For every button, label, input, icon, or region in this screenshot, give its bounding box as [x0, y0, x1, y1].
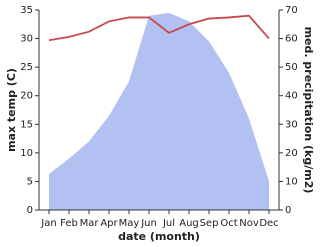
y2-tick-label: 20	[285, 148, 298, 159]
y-axis-title: max temp (C)	[5, 68, 18, 152]
y2-tick-label: 40	[285, 91, 298, 102]
x-tick-label: Jan	[40, 218, 56, 229]
y-tick-label: 0	[27, 205, 33, 216]
temperature-line	[48, 14, 270, 42]
x-tick-label: Oct	[220, 218, 237, 229]
x-tick-label: Jul	[162, 218, 175, 229]
x-tick-label: Sep	[200, 218, 219, 229]
y-tick-label: 25	[20, 62, 33, 73]
y2-tick-label: 50	[285, 62, 298, 73]
y-tick-label: 10	[20, 148, 33, 159]
x-tick-label: Apr	[100, 218, 118, 229]
x-tick-label: Aug	[179, 218, 199, 229]
y2-tick-label: 60	[285, 34, 298, 45]
y2-axis-title: med. precipitation (kg/m2)	[302, 27, 315, 194]
y-tick-label: 20	[20, 91, 33, 102]
y-tick-label: 15	[20, 119, 33, 130]
x-tick-label: Nov	[239, 218, 259, 229]
y-tick-label: 35	[20, 5, 33, 16]
y-tick-label: 30	[20, 34, 33, 45]
y2-tick-label: 70	[285, 5, 298, 16]
x-axis-title: date (month)	[118, 230, 200, 243]
x-tick-label: May	[119, 218, 140, 229]
precipitation-area	[49, 12, 269, 210]
x-tick-label: Jun	[140, 218, 157, 229]
y2-tick-label: 0	[285, 205, 291, 216]
y-tick-label: 5	[27, 176, 33, 187]
y2-tick-label: 10	[285, 176, 298, 187]
y2-tick-label: 30	[285, 119, 298, 130]
x-tick-label: Dec	[259, 218, 278, 229]
x-tick-label: Feb	[60, 218, 78, 229]
x-tick-label: Mar	[80, 218, 100, 229]
